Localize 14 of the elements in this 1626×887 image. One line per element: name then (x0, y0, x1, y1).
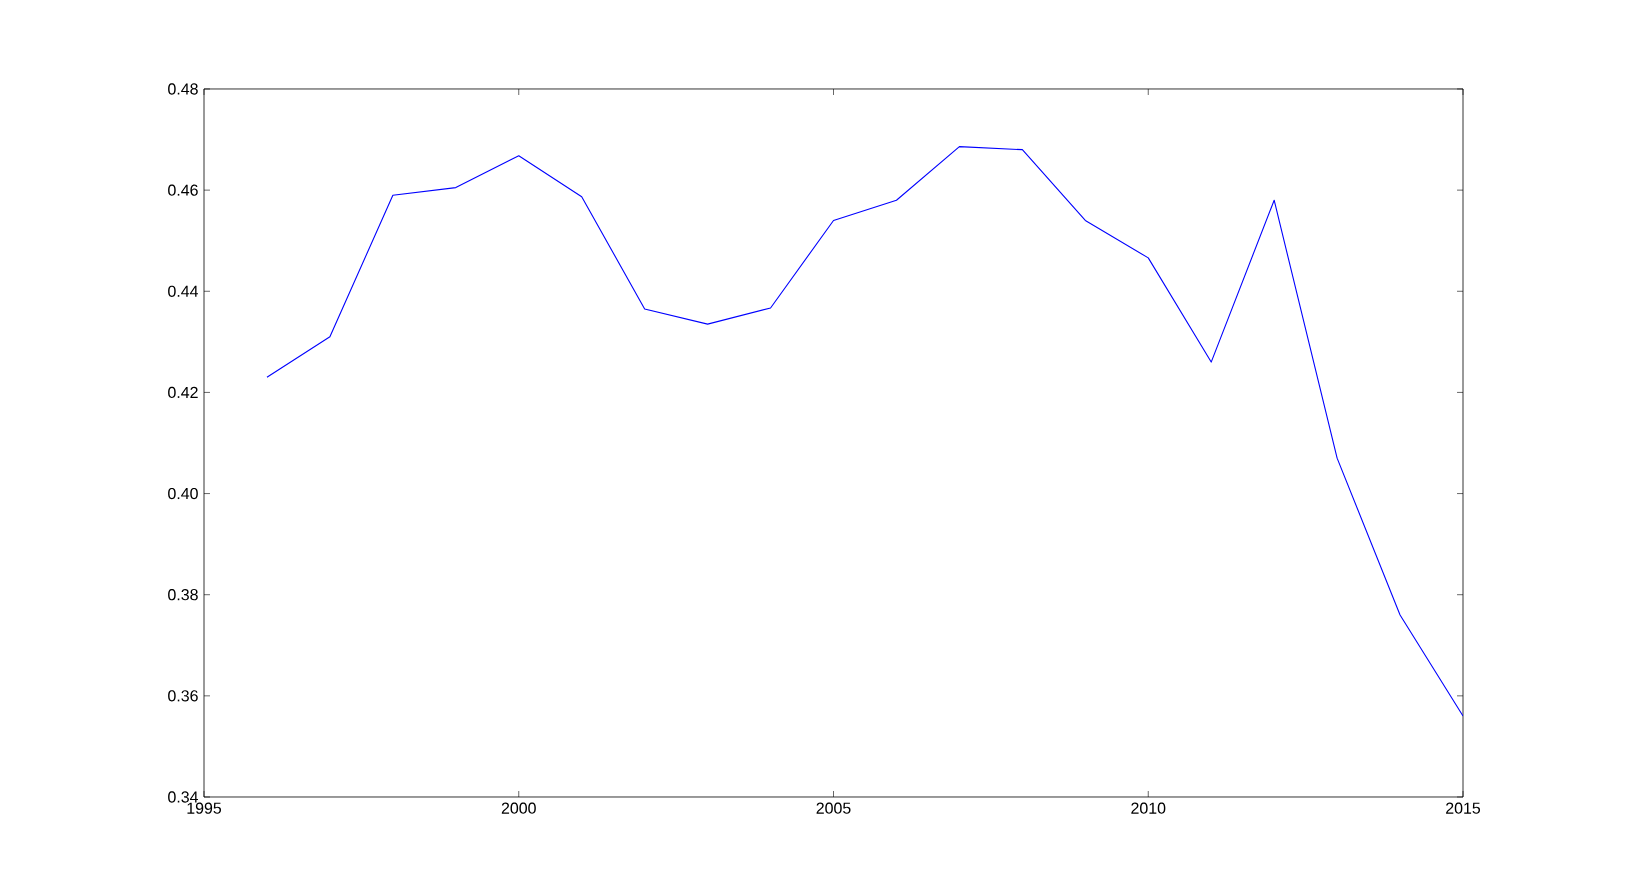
y-tick-label: 0.42 (168, 386, 198, 399)
line-series (266, 146, 1464, 717)
x-tick-label: 1995 (187, 802, 222, 814)
x-tick-label: 2010 (1131, 802, 1166, 814)
y-tick-label: 0.44 (168, 285, 199, 297)
x-tick-label: 2000 (501, 802, 536, 814)
x-tick-label: 2005 (816, 802, 851, 814)
y-tick-label: 0.34 (168, 791, 199, 803)
y-tick-label: 0.48 (168, 83, 198, 95)
y-tick-label: 0.36 (168, 690, 198, 702)
x-tick-label: 2015 (1446, 802, 1481, 814)
y-tick-label: 0.38 (168, 589, 198, 601)
y-tick-label: 0.40 (168, 487, 198, 500)
y-tick-label: 0.46 (168, 184, 198, 196)
